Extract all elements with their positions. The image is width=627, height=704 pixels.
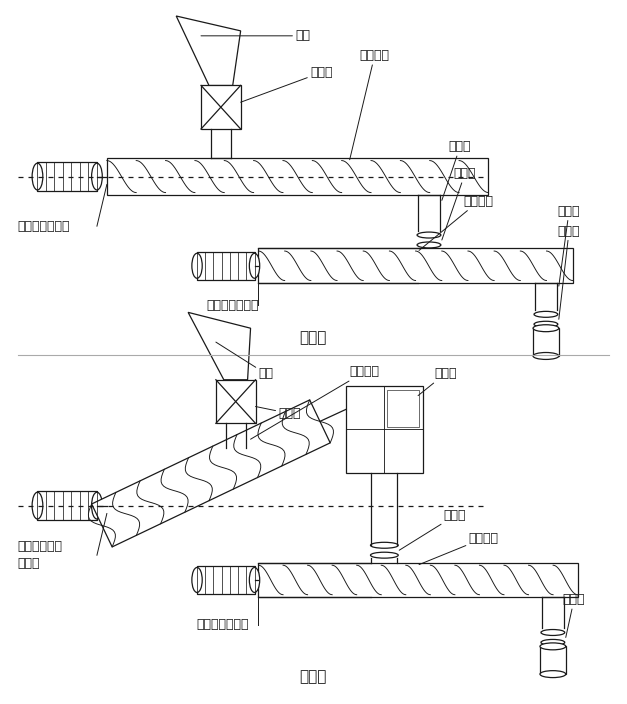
Text: 软连接: 软连接 — [442, 167, 477, 240]
Text: 计量螺旋: 计量螺旋 — [419, 195, 493, 251]
Ellipse shape — [192, 567, 203, 593]
Text: 料仓: 料仓 — [201, 30, 310, 42]
Ellipse shape — [540, 671, 566, 677]
Ellipse shape — [371, 542, 398, 548]
Bar — [201, 85, 241, 129]
Text: 稳流螺旋: 稳流螺旋 — [251, 365, 380, 439]
Bar — [258, 562, 577, 597]
Bar — [107, 158, 488, 196]
Ellipse shape — [192, 253, 203, 278]
Ellipse shape — [250, 253, 260, 278]
Ellipse shape — [250, 567, 260, 593]
Bar — [197, 252, 255, 279]
Bar — [540, 646, 566, 674]
Ellipse shape — [540, 643, 566, 650]
Text: 料仓: 料仓 — [216, 342, 273, 380]
Ellipse shape — [533, 325, 559, 332]
Polygon shape — [92, 400, 330, 547]
Text: 软连接: 软连接 — [563, 593, 585, 637]
Text: 稳流螺旋传动
电动机: 稳流螺旋传动 电动机 — [18, 540, 63, 570]
Ellipse shape — [417, 242, 441, 248]
Text: 软连接: 软连接 — [558, 225, 581, 320]
Text: 改造后: 改造后 — [299, 670, 327, 684]
Ellipse shape — [541, 629, 565, 636]
Bar — [38, 162, 97, 191]
Polygon shape — [176, 16, 241, 85]
Text: 分格轮: 分格轮 — [256, 406, 301, 420]
Bar — [216, 379, 256, 423]
Text: 软连接: 软连接 — [399, 509, 466, 551]
Text: 下料口: 下料口 — [442, 140, 472, 201]
Ellipse shape — [533, 353, 559, 360]
Text: 下料口: 下料口 — [558, 205, 581, 286]
Bar — [197, 566, 255, 594]
Ellipse shape — [417, 232, 441, 238]
Bar — [38, 491, 97, 520]
Bar — [345, 386, 423, 473]
Ellipse shape — [534, 311, 558, 318]
Text: 改造前: 改造前 — [299, 331, 327, 346]
Ellipse shape — [371, 552, 398, 558]
Polygon shape — [188, 313, 251, 379]
Text: 稳流螺旋: 稳流螺旋 — [350, 49, 389, 160]
Text: 溢料箱: 溢料箱 — [418, 367, 456, 396]
Text: 分格轮: 分格轮 — [241, 66, 332, 102]
Ellipse shape — [92, 492, 102, 519]
Bar — [258, 249, 572, 283]
Ellipse shape — [534, 321, 558, 327]
Ellipse shape — [32, 492, 43, 519]
Bar — [533, 328, 559, 356]
Bar — [387, 390, 419, 427]
Ellipse shape — [92, 163, 102, 190]
Text: 计量螺旋电动机: 计量螺旋电动机 — [196, 618, 248, 631]
Ellipse shape — [32, 163, 43, 190]
Text: 稳流螺旋电动机: 稳流螺旋电动机 — [18, 220, 70, 232]
Ellipse shape — [541, 639, 565, 646]
Text: 计量螺旋电动机: 计量螺旋电动机 — [206, 299, 258, 312]
Text: 计量螺旋: 计量螺旋 — [419, 532, 498, 565]
